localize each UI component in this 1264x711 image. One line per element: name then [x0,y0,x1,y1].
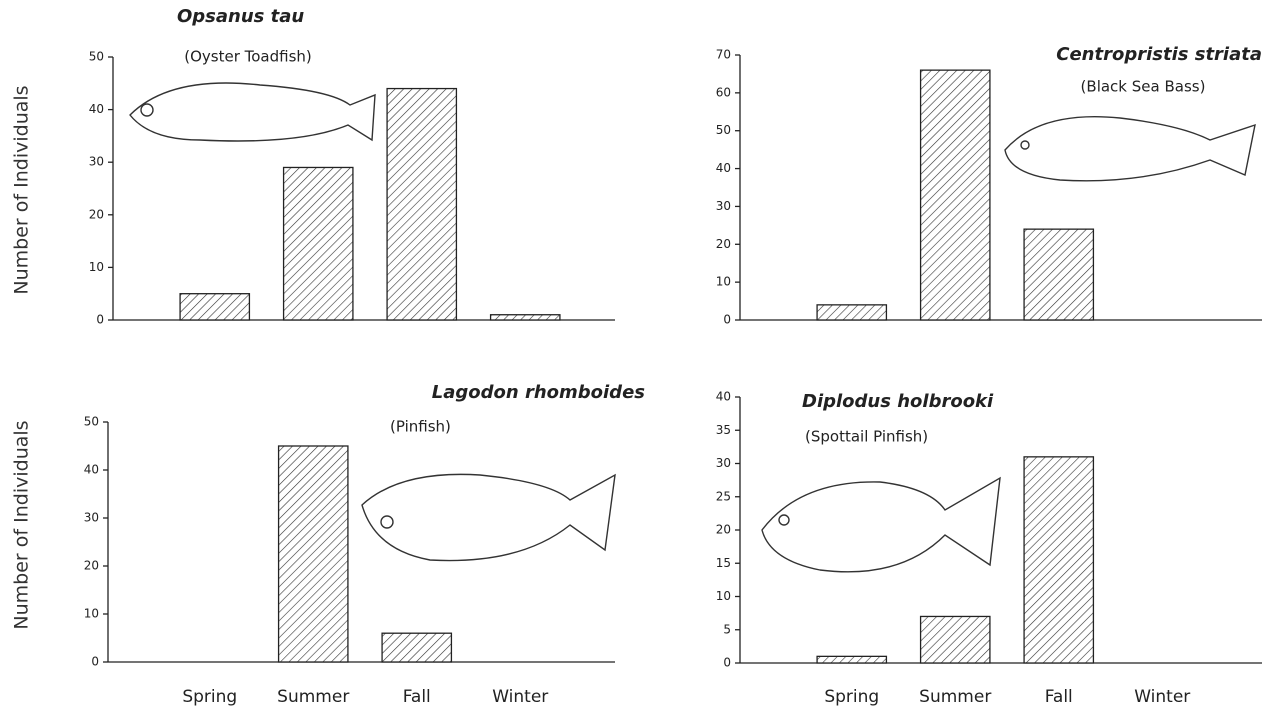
y-tick-label: 30 [89,155,104,169]
y-tick-label: 40 [89,102,104,116]
y-tick-label: 25 [716,489,731,503]
y-tick-label: 60 [716,85,731,99]
y-axis-label: Number of Individuals [11,85,33,294]
bar [919,615,991,664]
y-tick-label: 0 [91,655,99,669]
y-tick-label: 0 [723,313,731,327]
y-tick-label: 20 [84,559,99,573]
y-axis-label: Number of Individuals [11,420,33,629]
y-tick-label: 40 [716,390,731,404]
y-tick-label: 0 [96,313,104,327]
x-tick-label: Winter [1134,687,1190,707]
bar [282,166,354,321]
y-tick-label: 10 [716,275,731,289]
y-tick-label: 70 [716,48,731,62]
chart-subtitle: (Spottail Pinfish) [805,428,928,446]
bar [179,293,251,321]
x-tick-label: Spring [182,687,237,707]
bar [816,304,888,321]
y-tick-label: 30 [84,511,99,525]
y-tick-label: 10 [716,589,731,603]
y-tick-label: 0 [723,656,731,670]
chart-title: Centropristis striata [1056,44,1262,65]
bar [381,632,453,663]
chart-subtitle: (Pinfish) [390,418,451,436]
x-tick-label: Fall [403,687,431,707]
y-tick-label: 10 [84,607,99,621]
y-tick-label: 5 [723,622,731,636]
chart-subtitle: (Black Sea Bass) [1081,78,1206,96]
bar [386,87,458,321]
y-tick-label: 20 [89,207,104,221]
x-tick-label: Winter [492,687,548,707]
y-tick-label: 10 [89,260,104,274]
x-tick-label: Spring [824,687,879,707]
bar [489,314,561,321]
x-tick-label: Summer [277,687,349,707]
x-tick-label: Fall [1045,687,1073,707]
bar [816,655,888,664]
y-tick-label: 20 [716,523,731,537]
y-tick-label: 35 [716,423,731,437]
bar [1023,228,1095,321]
y-tick-label: 30 [716,199,731,213]
y-tick-label: 30 [716,456,731,470]
y-tick-label: 50 [84,415,99,429]
chart-subtitle: (Oyster Toadfish) [184,48,312,66]
bar [919,69,991,321]
y-tick-label: 40 [84,463,99,477]
fish-illustration [129,82,1256,573]
bar [277,445,349,663]
y-tick-label: 50 [716,123,731,137]
y-tick-label: 15 [716,556,731,570]
chart-title: Lagodon rhomboides [432,382,646,403]
bar [1023,456,1095,664]
chart-title: Diplodus holbrooki [802,391,994,412]
x-tick-label: Summer [919,687,991,707]
y-tick-label: 50 [89,50,104,64]
y-tick-label: 40 [716,161,731,175]
y-tick-label: 20 [716,237,731,251]
chart-title: Opsanus tau [177,6,304,27]
